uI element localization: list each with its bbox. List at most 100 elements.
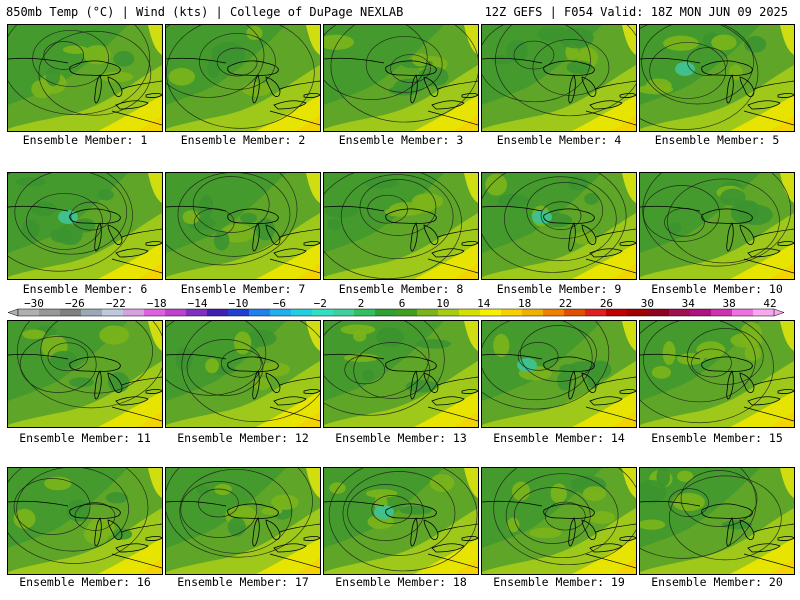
header-title: 850mb Temp (°C) | Wind (kts) | College o… (6, 5, 404, 19)
ensemble-map-panel (639, 24, 795, 132)
ensemble-map-panel (639, 320, 795, 428)
ensemble-map-panel (323, 467, 479, 575)
ensemble-map-panel (481, 320, 637, 428)
colorbar-swatch (585, 309, 607, 316)
colorbar-swatch (459, 309, 481, 316)
colorbar-swatch (312, 309, 334, 316)
colorbar-tick-label: 6 (399, 297, 406, 310)
ensemble-map-panel (481, 467, 637, 575)
colorbar-tick-label: 18 (518, 297, 531, 310)
ensemble-member-label: Ensemble Member: 1 (22, 133, 148, 147)
colorbar-swatch (543, 309, 565, 316)
colorbar-swatch (18, 309, 40, 316)
colorbar-swatch (207, 309, 229, 316)
colorbar-tick-label: 10 (436, 297, 449, 310)
colorbar-swatch (690, 309, 712, 316)
ensemble-map-panel (165, 467, 321, 575)
ensemble-map-panel (165, 172, 321, 280)
ensemble-member-label: Ensemble Member: 16 (19, 575, 151, 589)
ensemble-map-panel (323, 172, 479, 280)
colorbar-tick-label: −14 (188, 297, 208, 310)
ensemble-map-panel (7, 467, 163, 575)
ensemble-member-label: Ensemble Member: 2 (180, 133, 306, 147)
colorbar-swatch (669, 309, 691, 316)
colorbar-swatch (438, 309, 460, 316)
colorbar-swatch (753, 309, 775, 316)
colorbar-left-arrow (7, 308, 19, 317)
colorbar-swatch (186, 309, 208, 316)
colorbar-swatch (627, 309, 649, 316)
temperature-colorbar: −30 −26 −22 −18 −14 −10 −6 −2 2 6 10 14 18 22 26 30 34 38… (0, 296, 800, 320)
ensemble-member-label: Ensemble Member: 17 (177, 575, 309, 589)
colorbar-swatch (648, 309, 670, 316)
colorbar-swatch (522, 309, 544, 316)
colorbar-swatch (60, 309, 82, 316)
colorbar-swatch (564, 309, 586, 316)
colorbar-tick-label: −26 (65, 297, 85, 310)
colorbar-swatch (375, 309, 397, 316)
ensemble-map-panel (7, 24, 163, 132)
ensemble-member-label: Ensemble Member: 6 (22, 282, 148, 296)
ensemble-member-label: Ensemble Member: 12 (177, 431, 309, 445)
colorbar-swatch (480, 309, 502, 316)
ensemble-member-label: Ensemble Member: 10 (651, 282, 783, 296)
colorbar-swatch (501, 309, 523, 316)
colorbar-tick-label: −30 (24, 297, 44, 310)
ensemble-map-panel (165, 320, 321, 428)
colorbar-swatch (123, 309, 145, 316)
colorbar-tick-label: 22 (559, 297, 572, 310)
ensemble-member-label: Ensemble Member: 14 (493, 431, 625, 445)
colorbar-swatch (165, 309, 187, 316)
ensemble-member-label: Ensemble Member: 20 (651, 575, 783, 589)
colorbar-swatch (354, 309, 376, 316)
ensemble-member-label: Ensemble Member: 13 (335, 431, 467, 445)
ensemble-member-label: Ensemble Member: 15 (651, 431, 783, 445)
colorbar-swatch (417, 309, 439, 316)
ensemble-map-panel (481, 24, 637, 132)
colorbar-tick-label: −22 (106, 297, 126, 310)
colorbar-tick-label: 42 (763, 297, 776, 310)
ensemble-member-label: Ensemble Member: 18 (335, 575, 467, 589)
colorbar-graphic: −30 −26 −22 −18 −14 −10 −6 −2 2 6 10 14 18 22 26 30 34 38… (7, 297, 785, 317)
ensemble-member-label: Ensemble Member: 11 (19, 431, 151, 445)
colorbar-swatch (291, 309, 313, 316)
colorbar-tick-label: 26 (600, 297, 613, 310)
colorbar-swatch (144, 309, 166, 316)
colorbar-swatch (606, 309, 628, 316)
colorbar-tick-label: −2 (314, 297, 327, 310)
ensemble-map-panel (323, 24, 479, 132)
colorbar-tick-label: 30 (641, 297, 654, 310)
ensemble-member-label: Ensemble Member: 7 (180, 282, 306, 296)
ensemble-map-panel (639, 172, 795, 280)
ensemble-map-panel (7, 172, 163, 280)
colorbar-swatch (732, 309, 754, 316)
colorbar-tick-label: −10 (229, 297, 249, 310)
ensemble-member-label: Ensemble Member: 4 (496, 133, 622, 147)
ensemble-map-panel (481, 172, 637, 280)
colorbar-swatch (81, 309, 103, 316)
colorbar-tick-label: 38 (722, 297, 735, 310)
colorbar-swatch (39, 309, 61, 316)
colorbar-tick-label: −18 (147, 297, 167, 310)
ensemble-map-panel (7, 320, 163, 428)
colorbar-tick-label: 34 (682, 297, 696, 310)
colorbar-swatch (249, 309, 271, 316)
ensemble-member-label: Ensemble Member: 3 (338, 133, 464, 147)
ensemble-map-panel (639, 467, 795, 575)
ensemble-member-label: Ensemble Member: 9 (496, 282, 622, 296)
header-valid-time: 12Z GEFS | F054 Valid: 18Z MON JUN 09 20… (484, 5, 788, 19)
ensemble-member-label: Ensemble Member: 5 (654, 133, 780, 147)
colorbar-tick-label: 2 (358, 297, 365, 310)
colorbar-swatch (711, 309, 733, 316)
colorbar-tick-label: 14 (477, 297, 491, 310)
ensemble-member-label: Ensemble Member: 8 (338, 282, 464, 296)
colorbar-swatch (102, 309, 124, 316)
ensemble-map-panel (165, 24, 321, 132)
colorbar-right-arrow (773, 308, 785, 317)
colorbar-swatch (228, 309, 250, 316)
colorbar-swatch (270, 309, 292, 316)
colorbar-swatch (396, 309, 418, 316)
ensemble-map-panel (323, 320, 479, 428)
ensemble-member-label: Ensemble Member: 19 (493, 575, 625, 589)
colorbar-swatch (333, 309, 355, 316)
